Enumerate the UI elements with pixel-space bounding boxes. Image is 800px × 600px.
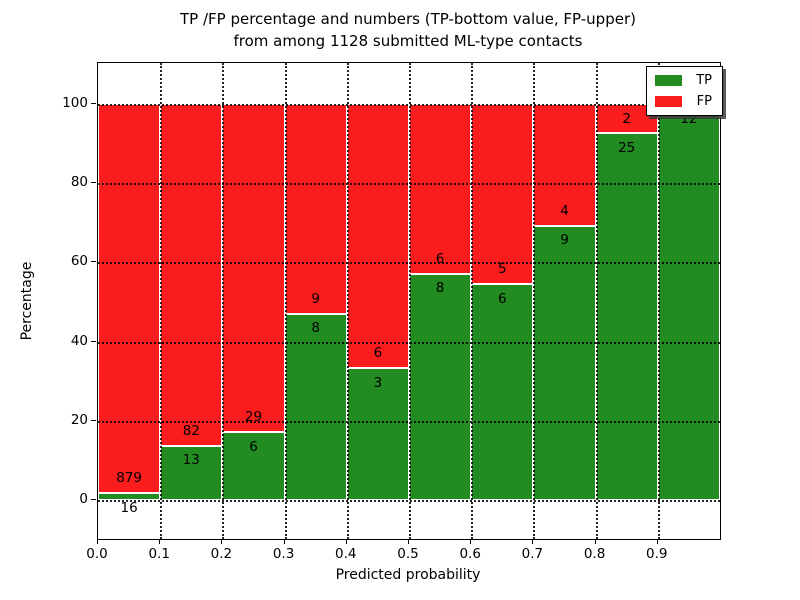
y-tick-mark [91,499,96,500]
legend-swatch-tp [655,75,682,86]
fp-count-label: 6 [435,251,445,268]
tp-count-label: 6 [498,290,507,307]
chart-title: TP /FP percentage and numbers (TP-bottom… [97,8,719,52]
v-gridline [409,63,411,539]
plot-area: 879 16 82 13 29 6 9 8 6 3 6 8 5 6 4 9 2 25 12 TP FP [97,62,723,540]
bar-segment-fp [471,104,534,284]
legend: TP FP [646,66,723,116]
y-tick-mark [91,103,96,104]
x-tick-label: 0.9 [646,546,668,562]
bar-segment-tp [284,313,347,500]
x-tick-mark [159,539,161,544]
x-tick-label: 0.6 [459,546,481,562]
x-tick-mark [97,539,98,544]
x-tick-mark [532,539,534,544]
fp-count-label: 879 [116,470,142,487]
y-tick-label: 40 [70,332,88,349]
tp-count-label: 25 [618,139,636,156]
bar-segment-fp [160,104,223,446]
fp-count-label: 82 [182,423,200,440]
x-tick-label: 0.3 [272,546,295,562]
legend-label: TP [696,73,712,88]
bar-segment-fp [409,104,472,274]
y-tick-label: 80 [70,174,88,191]
tp-count-label: 16 [120,499,138,516]
chart-title-line1: TP /FP percentage and numbers (TP-bottom… [180,10,636,28]
bar-segment-fp [222,104,285,433]
fp-count-label: 29 [244,409,263,426]
y-tick-mark [91,419,96,421]
x-tick-label: 0.8 [583,546,606,562]
y-tick-label: 0 [79,491,88,507]
v-gridline [595,63,598,539]
chart-title-line2: from among 1128 submitted ML-type contac… [233,32,583,50]
fp-count-label: 2 [622,110,631,127]
bar-segment-tp [222,432,285,500]
bar-segment-tp [595,133,658,500]
fp-count-label: 4 [560,203,569,220]
y-tick-mark [91,182,96,184]
x-tick-label: 0.4 [335,546,357,562]
x-tick-mark [594,539,596,544]
x-tick-label: 0.1 [148,546,170,562]
v-gridline [284,63,287,539]
x-tick-label: 0.0 [86,546,108,562]
x-tick-mark [470,539,472,544]
bar-segment-tp [346,368,409,500]
tp-count-label: 3 [373,374,383,391]
y-tick-label: 20 [70,411,88,428]
bar-segment-tp [471,284,534,500]
v-gridline [657,63,660,539]
legend-swatch-fp [655,96,682,107]
y-tick-mark [91,340,96,342]
tp-count-label: 9 [560,232,569,249]
x-tick-mark [345,539,347,544]
y-tick-label: 60 [70,253,88,270]
legend-item: FP [655,94,712,109]
x-tick-mark [656,539,658,544]
bar-segment-fp [346,104,409,368]
y-tick-label: 100 [62,95,88,111]
fp-count-label: 5 [498,261,507,278]
v-gridline [160,63,163,539]
x-tick-label: 0.7 [521,546,544,562]
tp-count-label: 8 [435,280,445,297]
y-tick-mark [91,261,96,263]
tp-count-label: 8 [311,320,320,337]
x-tick-label: 0.5 [397,546,419,562]
bar-segment-fp [284,104,347,314]
v-gridline [533,63,536,539]
x-tick-mark [283,539,285,544]
bar-segment-tp [409,273,472,500]
legend-item: TP [655,73,712,88]
legend-label: FP [696,94,712,109]
bar-segment-tp [533,225,596,500]
v-gridline [471,63,474,539]
bar-segment-fp [533,104,596,226]
x-tick-mark [408,539,409,544]
bar-segment-fp [98,104,161,493]
tp-count-label: 6 [249,438,258,455]
bar-segment-tp [98,492,161,500]
tp-count-label: 13 [182,452,200,469]
fp-count-label: 6 [373,345,383,362]
x-tick-label: 0.2 [210,546,233,562]
x-tick-mark [221,539,223,544]
bar-segment-tp [657,104,720,500]
x-axis-label: Predicted probability [335,567,481,583]
v-gridline [222,63,225,539]
v-gridline [346,63,349,539]
fp-count-label: 9 [311,290,320,307]
y-axis-label: Percentage [19,261,35,341]
